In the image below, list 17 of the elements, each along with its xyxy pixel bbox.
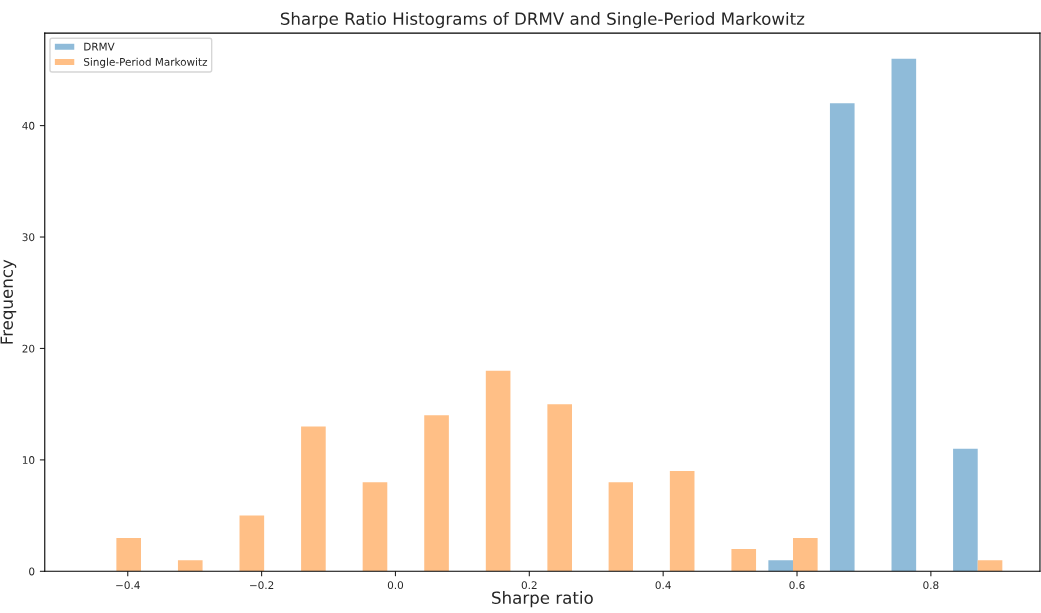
x-tick-label: 0.4 (655, 581, 671, 590)
x-tick-label: −0.4 (116, 581, 140, 590)
x-tick-label: 0.8 (923, 581, 939, 590)
x-tick-label: 0.6 (789, 581, 805, 590)
x-tick-label: −0.2 (250, 581, 274, 590)
y-tick-label: 40 (22, 121, 35, 130)
y-tick-label: 20 (22, 344, 35, 353)
legend-label: Single-Period Markowitz (83, 57, 208, 68)
x-axis-title: Sharpe ratio (492, 591, 593, 608)
x-tick-label: 0.2 (521, 581, 537, 590)
y-axis-title: Frequency (0, 259, 17, 344)
x-tick-label: 0.0 (387, 581, 404, 590)
y-tick-label: 10 (22, 456, 35, 464)
legend-label: DRMV (84, 42, 115, 51)
y-tick-label: 0 (29, 567, 35, 576)
chart-title: Sharpe Ratio Histograms of DRMV and Single-Period Markowitz (280, 12, 805, 29)
y-tick-label: 30 (22, 233, 35, 242)
